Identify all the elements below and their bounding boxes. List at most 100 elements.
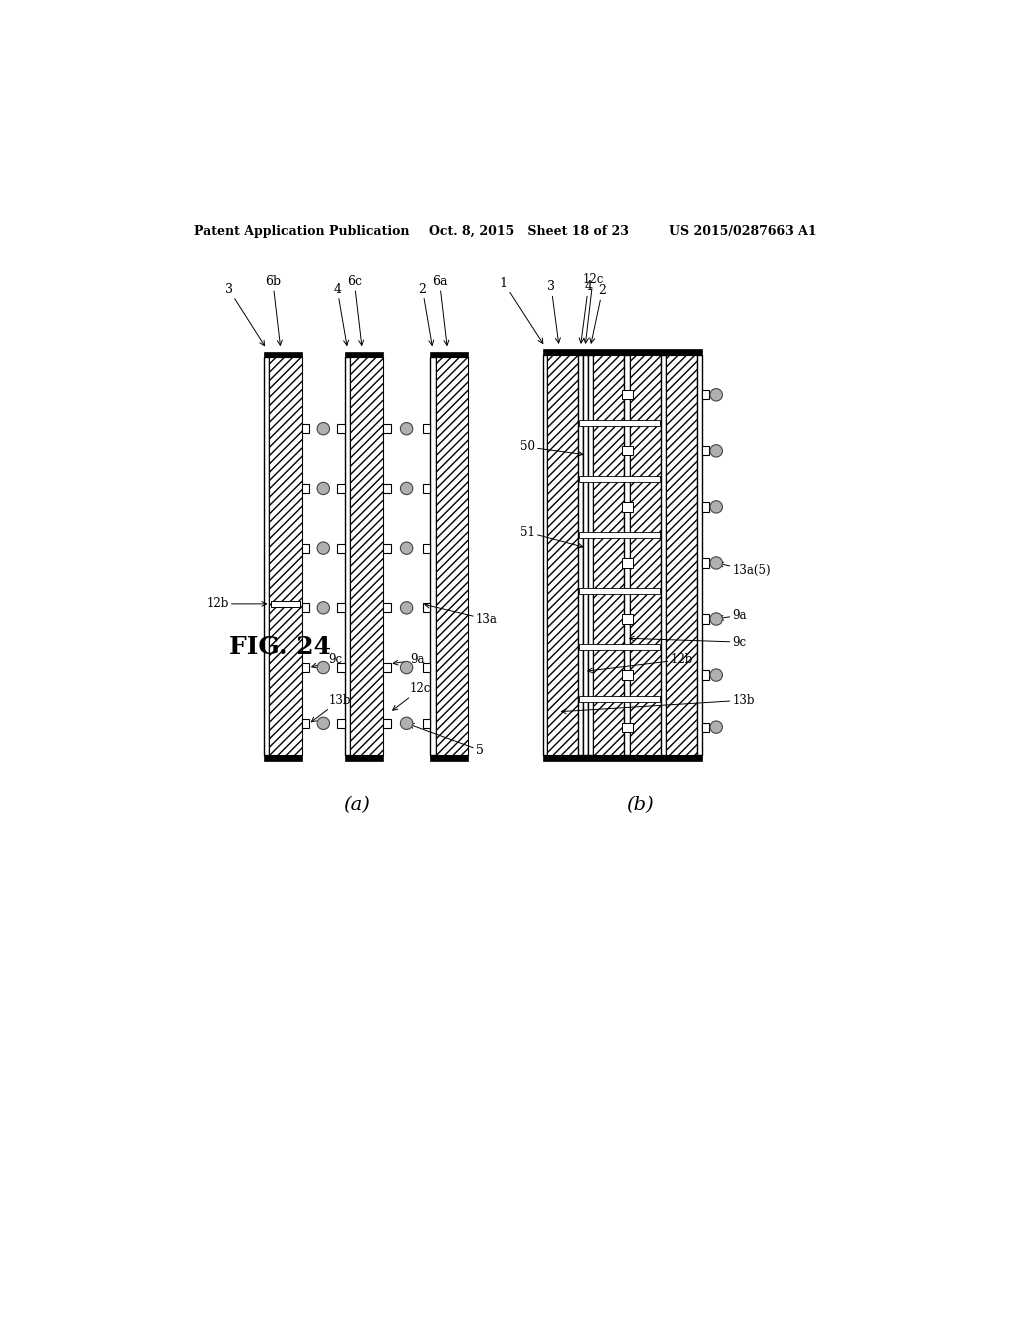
Text: 3: 3 bbox=[547, 280, 560, 343]
Bar bbox=[430, 351, 468, 358]
Bar bbox=[337, 544, 345, 553]
Circle shape bbox=[317, 422, 330, 434]
Bar bbox=[579, 532, 660, 539]
Bar bbox=[701, 614, 710, 623]
Bar bbox=[423, 484, 430, 494]
Bar bbox=[623, 503, 633, 512]
Bar bbox=[302, 663, 309, 672]
Bar bbox=[624, 355, 630, 755]
Bar bbox=[543, 355, 547, 755]
Bar bbox=[302, 603, 309, 612]
Bar bbox=[623, 391, 633, 400]
Bar bbox=[383, 663, 391, 672]
Text: 9c: 9c bbox=[630, 636, 746, 648]
Text: 13a: 13a bbox=[425, 603, 498, 626]
Text: 12c: 12c bbox=[392, 682, 431, 710]
Bar bbox=[547, 355, 579, 755]
Bar bbox=[345, 351, 383, 358]
Bar bbox=[337, 663, 345, 672]
Circle shape bbox=[710, 612, 722, 626]
Text: (b): (b) bbox=[626, 796, 653, 814]
Bar bbox=[543, 755, 701, 760]
Bar bbox=[423, 544, 430, 553]
Circle shape bbox=[317, 602, 330, 614]
Text: FIG. 24: FIG. 24 bbox=[228, 635, 331, 660]
Bar bbox=[345, 358, 350, 755]
Bar bbox=[383, 718, 391, 727]
Text: 4: 4 bbox=[580, 280, 592, 343]
Circle shape bbox=[710, 669, 722, 681]
Circle shape bbox=[710, 388, 722, 401]
Text: (a): (a) bbox=[343, 796, 370, 814]
Circle shape bbox=[400, 543, 413, 554]
Bar bbox=[701, 446, 710, 455]
Bar bbox=[263, 755, 302, 760]
Circle shape bbox=[710, 500, 722, 513]
Bar bbox=[423, 718, 430, 727]
Text: Patent Application Publication: Patent Application Publication bbox=[194, 224, 410, 238]
Bar bbox=[423, 603, 430, 612]
Bar bbox=[579, 477, 660, 482]
Bar bbox=[701, 391, 710, 400]
Bar bbox=[579, 420, 660, 426]
Bar bbox=[423, 663, 430, 672]
Bar bbox=[337, 603, 345, 612]
Circle shape bbox=[317, 543, 330, 554]
Bar bbox=[263, 358, 269, 755]
Circle shape bbox=[400, 602, 413, 614]
Bar bbox=[263, 351, 302, 358]
Bar bbox=[701, 503, 710, 512]
Text: 6c: 6c bbox=[347, 275, 364, 346]
Circle shape bbox=[317, 661, 330, 673]
Bar bbox=[623, 722, 633, 731]
Circle shape bbox=[317, 482, 330, 495]
Bar bbox=[701, 722, 710, 731]
Bar bbox=[337, 484, 345, 494]
Bar bbox=[383, 603, 391, 612]
Text: 9a: 9a bbox=[393, 653, 425, 667]
Bar bbox=[579, 696, 660, 702]
Bar bbox=[302, 484, 309, 494]
Bar bbox=[579, 644, 660, 651]
Bar bbox=[593, 355, 624, 755]
Bar bbox=[430, 358, 435, 755]
Bar bbox=[302, 424, 309, 433]
Text: 12b: 12b bbox=[588, 653, 693, 673]
Bar bbox=[589, 355, 593, 755]
Bar bbox=[302, 718, 309, 727]
Bar bbox=[666, 355, 697, 755]
Text: 13b: 13b bbox=[561, 694, 755, 714]
Circle shape bbox=[400, 482, 413, 495]
Bar bbox=[383, 544, 391, 553]
Circle shape bbox=[710, 445, 722, 457]
Text: 4: 4 bbox=[333, 282, 348, 346]
Bar bbox=[630, 355, 662, 755]
Text: US 2015/0287663 A1: US 2015/0287663 A1 bbox=[669, 224, 816, 238]
Text: 12b: 12b bbox=[207, 598, 266, 610]
Bar bbox=[579, 355, 583, 755]
Bar bbox=[430, 755, 468, 760]
Text: 2: 2 bbox=[419, 282, 434, 346]
Text: 9a: 9a bbox=[719, 609, 746, 622]
Bar bbox=[270, 601, 300, 607]
Bar bbox=[435, 358, 468, 755]
Bar bbox=[623, 671, 633, 680]
Bar bbox=[383, 424, 391, 433]
Text: 5: 5 bbox=[409, 723, 484, 756]
Bar bbox=[302, 544, 309, 553]
Text: 3: 3 bbox=[224, 282, 264, 346]
Text: 51: 51 bbox=[520, 525, 583, 548]
Text: 13b: 13b bbox=[311, 694, 351, 722]
Bar bbox=[579, 589, 660, 594]
Bar bbox=[337, 718, 345, 727]
Circle shape bbox=[710, 557, 722, 569]
Bar bbox=[697, 355, 701, 755]
Bar bbox=[623, 558, 633, 568]
Bar bbox=[350, 358, 383, 755]
Circle shape bbox=[317, 717, 330, 730]
Bar bbox=[383, 484, 391, 494]
Bar bbox=[701, 558, 710, 568]
Bar bbox=[345, 755, 383, 760]
Bar bbox=[623, 614, 633, 623]
Bar bbox=[543, 350, 701, 355]
